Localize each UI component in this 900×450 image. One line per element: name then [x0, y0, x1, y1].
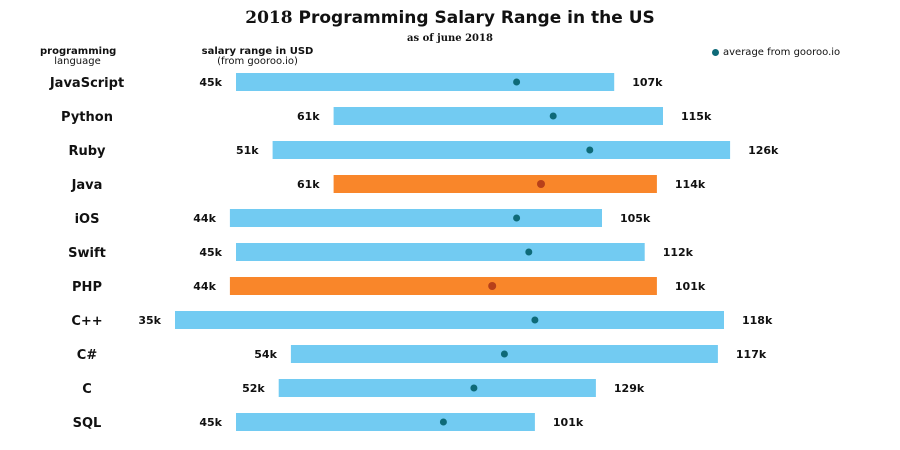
max-salary-label: 107k — [632, 76, 663, 89]
average-dot — [586, 146, 594, 154]
min-salary-label: 52k — [242, 382, 265, 395]
legend: average from gooroo.io — [712, 47, 840, 58]
min-salary-label: 61k — [297, 110, 320, 123]
salary-column-header: salary range in USD (from gooroo.io) — [190, 47, 325, 67]
language-label: Python — [61, 110, 113, 125]
salary-header-line1: salary range in USD — [201, 46, 314, 57]
max-salary-label: 126k — [748, 144, 779, 157]
salary-range-bar — [236, 243, 645, 261]
language-label: PHP — [72, 280, 102, 295]
salary-range-bar — [175, 311, 724, 329]
average-dot — [513, 214, 521, 222]
salary-range-bar — [278, 379, 596, 397]
min-salary-label: 45k — [199, 76, 222, 89]
min-salary-label: 54k — [254, 348, 277, 361]
min-salary-label: 44k — [193, 212, 216, 225]
chart-title: 2018 Programming Salary Range in the US — [0, 8, 900, 28]
max-salary-label: 105k — [620, 212, 651, 225]
max-salary-label: 129k — [614, 382, 645, 395]
title-text: Programming Salary Range in the US — [298, 8, 655, 28]
salary-range-bar — [236, 73, 615, 91]
max-salary-label: 112k — [663, 246, 694, 259]
max-salary-label: 101k — [675, 280, 706, 293]
average-dot — [549, 112, 557, 120]
language-header-line1: programming — [40, 46, 117, 57]
language-label: JavaScript — [49, 76, 124, 91]
average-dot — [537, 180, 545, 188]
language-header-line2: language — [54, 56, 101, 67]
language-label: C++ — [71, 314, 102, 329]
min-salary-label: 44k — [193, 280, 216, 293]
salary-header-line2: (from gooroo.io) — [217, 56, 298, 67]
average-dot — [439, 418, 447, 426]
max-salary-label: 114k — [675, 178, 706, 191]
language-label: Ruby — [68, 144, 106, 159]
language-label: SQL — [73, 416, 102, 431]
average-dot — [470, 384, 478, 392]
language-label: iOS — [75, 212, 100, 227]
min-salary-label: 61k — [297, 178, 320, 191]
average-dot — [500, 350, 508, 358]
average-dot — [525, 248, 533, 256]
salary-range-bar — [333, 175, 657, 193]
legend-label: average from gooroo.io — [723, 47, 841, 58]
salary-range-bar — [236, 413, 535, 431]
title-year: 2018 — [245, 8, 293, 28]
max-salary-label: 118k — [742, 314, 773, 327]
min-salary-label: 51k — [236, 144, 259, 157]
language-label: C — [82, 382, 92, 397]
language-label: Java — [71, 178, 103, 193]
language-label: Swift — [68, 246, 106, 261]
chart-subtitle: as of june 2018 — [407, 33, 493, 44]
average-dot — [488, 282, 497, 290]
language-column-header: programming language — [40, 46, 117, 67]
legend-dot-icon — [712, 49, 719, 56]
min-salary-label: 35k — [138, 314, 161, 327]
salary-range-bar — [229, 209, 602, 227]
salary-range-bar — [229, 277, 657, 295]
average-dot — [513, 78, 521, 86]
salary-range-bar — [272, 141, 731, 159]
salary-range-bar — [333, 107, 663, 125]
min-salary-label: 45k — [199, 416, 222, 429]
min-salary-label: 45k — [199, 246, 222, 259]
max-salary-label: 117k — [736, 348, 767, 361]
average-dot — [531, 316, 539, 324]
max-salary-label: 101k — [553, 416, 584, 429]
max-salary-label: 115k — [681, 110, 712, 123]
language-label: C# — [77, 348, 98, 363]
